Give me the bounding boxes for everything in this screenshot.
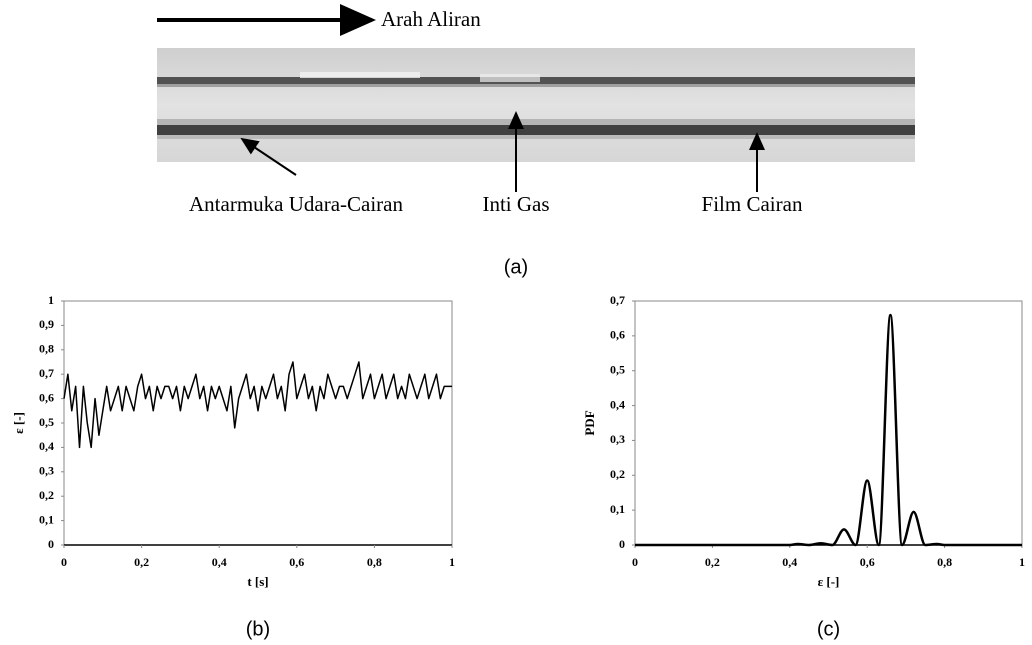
tube-photo [157,48,915,162]
y-axis-label: ε [-] [11,412,26,434]
x-tick-label: 1 [449,555,455,569]
y-tick-label: 0 [619,537,625,551]
y-tick-label: 0,7 [39,366,54,380]
y-tick-label: 1 [48,293,54,307]
panel-label: (b) [246,618,270,640]
x-tick-label: 0,8 [937,555,952,569]
y-tick-label: 0 [48,537,54,551]
annotation: Film Cairan [702,192,803,216]
y-tick-label: 0,5 [39,415,54,429]
x-tick-label: 0 [61,555,67,569]
panel-label: (c) [817,618,840,640]
y-tick-label: 0,8 [39,342,54,356]
x-tick-label: 0,8 [367,555,382,569]
y-tick-label: 0,1 [610,502,625,516]
x-tick-label: 0,2 [705,555,720,569]
y-tick-label: 0,2 [610,467,625,481]
y-tick-label: 0,9 [39,317,54,331]
y-tick-label: 0,7 [610,293,625,307]
flow-label: Arah Aliran [381,7,481,31]
x-tick-label: 0,6 [289,555,304,569]
y-tick-label: 0,6 [39,390,54,404]
annotation-arrow [240,137,297,176]
y-tick-label: 0,2 [39,488,54,502]
y-tick-label: 0,3 [610,432,625,446]
x-tick-label: 0,4 [782,555,797,569]
y-tick-label: 0,5 [610,362,625,376]
annotation: Inti Gas [482,192,549,216]
y-tick-label: 0,4 [610,397,625,411]
plot-frame [63,300,453,546]
y-tick-label: 0,3 [39,464,54,478]
x-tick-label: 0,4 [212,555,227,569]
y-tick-label: 0,1 [39,512,54,526]
panel-label: (a) [504,256,528,278]
annotation: Antarmuka Udara-Cairan [189,192,403,216]
data-line [63,361,452,449]
x-tick-label: 0 [632,555,638,569]
y-axis-label: PDF [582,410,597,435]
y-tick-label: 0,4 [39,439,54,453]
plot-frame [634,300,1023,546]
data-line [634,313,1022,547]
x-tick-label: 1 [1019,555,1025,569]
x-tick-label: 0,2 [134,555,149,569]
x-axis-label: t [s] [247,574,268,589]
y-tick-label: 0,6 [610,328,625,342]
x-tick-label: 0,6 [860,555,875,569]
x-axis-label: ε [-] [818,574,840,589]
